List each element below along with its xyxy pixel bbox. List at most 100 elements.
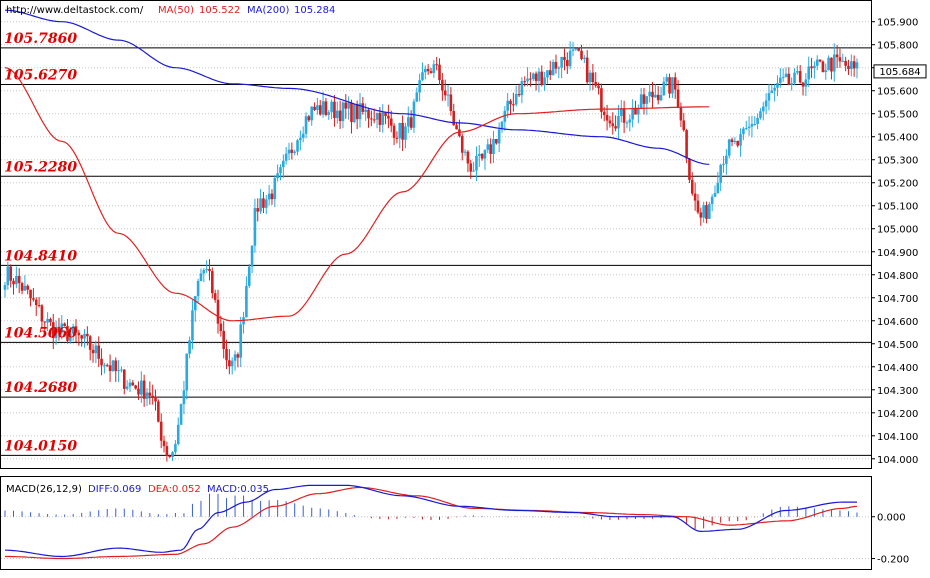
candle <box>583 55 586 64</box>
candle <box>742 126 745 141</box>
candle <box>639 87 643 109</box>
candle-body <box>776 82 779 88</box>
candle <box>287 142 291 161</box>
candle <box>304 112 308 139</box>
candle <box>668 73 671 99</box>
candle <box>284 147 288 165</box>
candle-body <box>287 149 291 154</box>
candle <box>756 113 759 130</box>
candle <box>137 381 140 400</box>
candle <box>415 87 419 103</box>
candle <box>651 81 654 108</box>
candle-body <box>57 326 61 333</box>
price-tick-label: 104.300 <box>877 386 918 397</box>
candle-body <box>404 126 407 140</box>
macd-histogram <box>4 493 858 529</box>
candle-body <box>12 280 15 285</box>
candle-body <box>401 122 404 140</box>
candle <box>446 84 450 107</box>
source-url[interactable]: http://www.deltastock.com/ <box>6 5 144 16</box>
candle <box>710 194 714 212</box>
candle <box>850 54 853 77</box>
candle-body <box>228 360 231 367</box>
candle-body <box>830 57 833 72</box>
price-tick-label: 104.700 <box>877 294 918 305</box>
candle <box>367 107 370 128</box>
candle-body <box>850 61 853 70</box>
candle <box>162 435 166 453</box>
candle <box>551 59 555 76</box>
candle-body <box>29 289 32 299</box>
candle <box>804 72 808 96</box>
candle <box>506 92 509 119</box>
level-label: 105.6270 <box>4 68 77 84</box>
candle <box>69 326 72 344</box>
candle <box>361 97 365 115</box>
candle <box>105 363 109 367</box>
price-tick-label: 104.200 <box>877 409 918 420</box>
candle <box>637 104 640 124</box>
candle <box>404 122 407 149</box>
candle <box>622 100 626 134</box>
candle-body <box>225 349 228 361</box>
candle-body <box>40 305 44 322</box>
price-axis-area <box>872 0 930 578</box>
candle-body <box>387 116 390 119</box>
candle-body <box>637 107 640 115</box>
candle <box>381 104 385 133</box>
macd-axis-ticks: 0.000 -0.200 <box>871 513 909 566</box>
candle <box>739 128 742 157</box>
candle <box>656 86 660 105</box>
candle-body <box>546 70 549 78</box>
candle-body <box>381 112 385 125</box>
candle-body <box>296 140 299 152</box>
candle <box>3 281 7 298</box>
candle-body <box>128 382 132 387</box>
candle-body <box>557 67 561 69</box>
candle-body <box>174 444 177 453</box>
candle <box>813 61 816 79</box>
candle <box>216 289 220 334</box>
candle <box>290 142 294 160</box>
candle <box>262 191 265 214</box>
candle <box>253 198 257 253</box>
candle-body <box>617 115 620 129</box>
candle <box>409 110 413 131</box>
price-grid <box>1 21 871 460</box>
price-tick-label: 104.400 <box>877 363 918 374</box>
candle-body <box>63 323 66 327</box>
candle <box>597 82 600 95</box>
candle-body <box>279 167 282 174</box>
candle-body <box>693 193 697 201</box>
candle-body <box>120 369 123 371</box>
candle-body <box>256 208 260 212</box>
candle <box>832 43 836 82</box>
candle-body <box>159 421 163 441</box>
candle-body <box>818 59 822 62</box>
candle-body <box>43 321 47 323</box>
candle-body <box>162 440 166 447</box>
candle-body <box>446 94 450 96</box>
candle-body <box>125 386 129 389</box>
candle <box>236 352 240 368</box>
candle-body <box>185 353 189 391</box>
candle <box>208 259 211 281</box>
candle-body <box>770 90 774 94</box>
candle <box>557 66 561 79</box>
candle <box>100 348 103 376</box>
candle-body <box>690 179 694 194</box>
candle-body <box>509 100 512 105</box>
candle <box>548 60 552 81</box>
candle-body <box>250 245 254 267</box>
price-tick-label: 104.100 <box>877 432 918 443</box>
candle-body <box>480 153 484 159</box>
candle-body <box>259 198 262 212</box>
candle-body <box>619 108 623 116</box>
candle <box>537 67 541 93</box>
macd-tick-label: -0.200 <box>877 555 909 566</box>
macd-name: MACD(26,12,9) <box>6 484 82 495</box>
candle-body <box>753 123 757 125</box>
candle-body <box>852 61 856 69</box>
ma200-label: MA(200) <box>247 5 289 16</box>
candle <box>17 268 21 294</box>
